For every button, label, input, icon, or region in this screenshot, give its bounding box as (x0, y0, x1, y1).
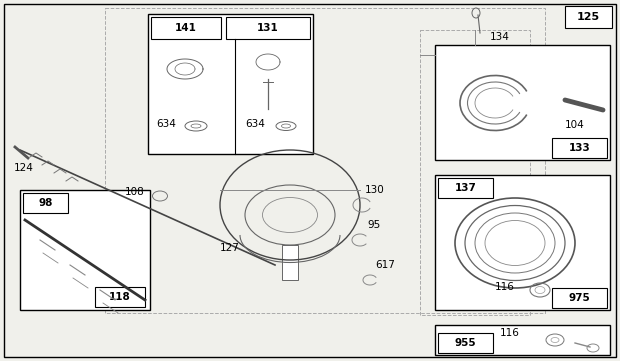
Bar (420, 30, 530, 315)
Text: 116: 116 (495, 282, 515, 292)
Text: 98: 98 (38, 198, 53, 208)
Text: 134: 134 (490, 32, 510, 42)
Text: 95: 95 (367, 220, 380, 230)
Text: 131: 131 (257, 23, 279, 33)
Bar (435, 45, 610, 160)
Bar (105, 8, 545, 313)
Bar (148, 14, 313, 154)
Bar (565, 6, 612, 28)
Bar (151, 17, 221, 39)
Bar (23, 193, 68, 213)
Bar (95, 287, 145, 307)
Bar (282, 245, 298, 280)
Text: 127: 127 (220, 243, 240, 253)
Bar (20, 190, 150, 310)
Text: 124: 124 (14, 163, 34, 173)
Text: 137: 137 (454, 183, 476, 193)
Text: 634: 634 (156, 119, 176, 129)
Text: 125: 125 (577, 12, 600, 22)
Text: eReplacementParts.com: eReplacementParts.com (216, 178, 404, 192)
Bar (226, 17, 310, 39)
Text: 617: 617 (375, 260, 395, 270)
Text: 975: 975 (569, 293, 590, 303)
Text: 104: 104 (565, 120, 585, 130)
Bar (438, 333, 493, 353)
Text: 116: 116 (500, 328, 520, 338)
Text: 141: 141 (175, 23, 197, 33)
Bar (552, 138, 607, 158)
Bar (438, 178, 493, 198)
Text: 634: 634 (245, 119, 265, 129)
Bar (552, 288, 607, 308)
Text: 133: 133 (569, 143, 590, 153)
Bar (435, 325, 610, 355)
Text: 118: 118 (109, 292, 131, 302)
Text: 108: 108 (125, 187, 144, 197)
Bar (435, 175, 610, 310)
Text: 955: 955 (454, 338, 476, 348)
Text: 130: 130 (365, 185, 385, 195)
